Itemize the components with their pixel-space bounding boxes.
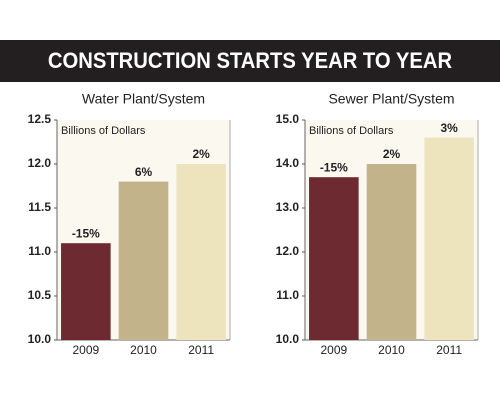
bar-annotation: 2% (383, 147, 401, 161)
x-tick-label: 2011 (436, 343, 462, 357)
y-axis-label: Billions of Dollars (309, 125, 394, 137)
x-tick-label: 2010 (378, 343, 405, 357)
bar-annotation: 6% (135, 165, 153, 179)
x-tick-label: 2010 (130, 343, 157, 357)
x-tick-label: 2011 (188, 343, 214, 357)
x-tick-label: 2009 (320, 343, 347, 357)
y-tick-label: 10.5 (28, 288, 52, 302)
chart-subtitle: Sewer Plant/System (328, 91, 454, 107)
y-tick-label: 12.5 (28, 112, 52, 126)
chart-subtitle: Water Plant/System (82, 91, 205, 107)
y-axis-label: Billions of Dollars (61, 125, 146, 137)
title-bar (0, 40, 500, 82)
bar-annotation: -15% (72, 226, 100, 240)
y-tick-label: 13.0 (276, 200, 300, 214)
y-tick-label: 10.0 (28, 332, 52, 346)
bar (176, 164, 226, 340)
y-tick-label: 11.0 (28, 244, 51, 258)
bar-annotation: -15% (320, 160, 348, 174)
y-tick-label: 10.0 (276, 332, 300, 346)
bar (61, 243, 111, 340)
bar (424, 137, 474, 340)
y-tick-label: 11.0 (276, 288, 299, 302)
page-title: CONSTRUCTION STARTS YEAR TO YEAR (48, 49, 452, 73)
bar-annotation: 2% (192, 147, 210, 161)
bar (118, 181, 169, 340)
x-tick-label: 2009 (72, 343, 99, 357)
bar (309, 177, 359, 340)
bar-annotation: 3% (440, 121, 458, 135)
y-tick-label: 12.0 (276, 244, 300, 258)
y-tick-label: 12.0 (28, 156, 52, 170)
y-tick-label: 14.0 (276, 156, 300, 170)
y-tick-label: 15.0 (276, 112, 300, 126)
y-tick-label: 11.5 (28, 200, 51, 214)
bar (366, 164, 417, 340)
